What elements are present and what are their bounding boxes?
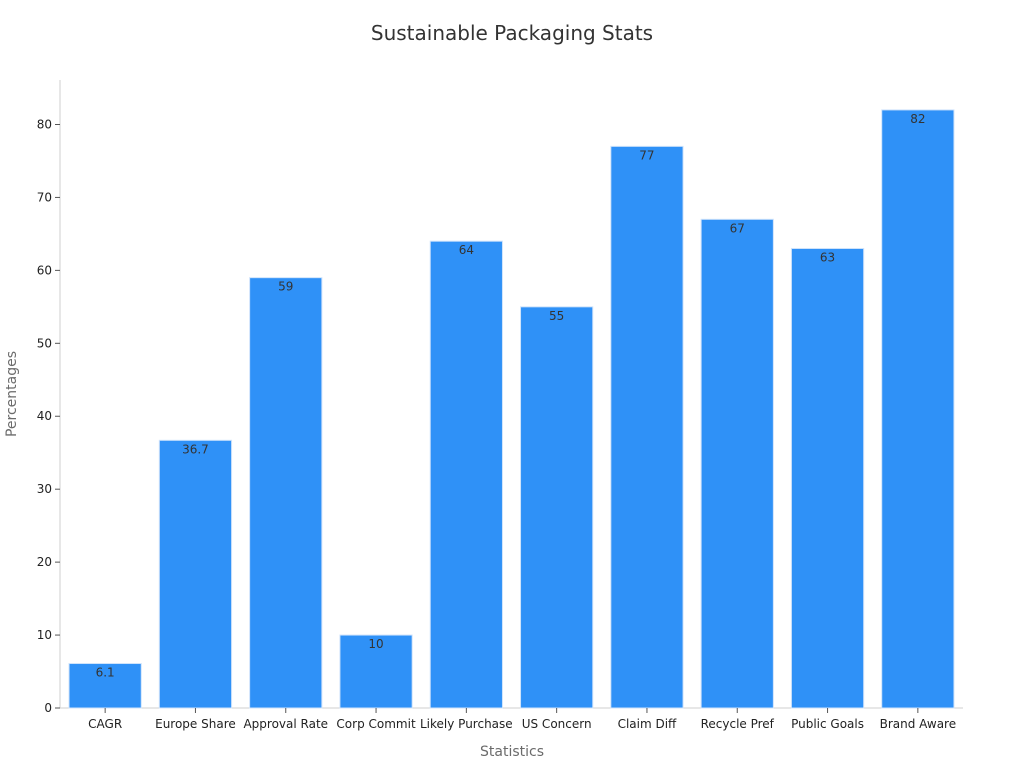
x-tick-label: CAGR	[88, 717, 122, 731]
x-tick-label: Europe Share	[155, 717, 236, 731]
bar-data-label: 59	[278, 280, 293, 294]
x-tick-label: Likely Purchase	[420, 717, 513, 731]
x-tick-label: Approval Rate	[243, 717, 328, 731]
y-tick-label: 70	[37, 190, 52, 204]
x-tick-label: Brand Aware	[880, 717, 957, 731]
y-tick-label: 20	[37, 555, 52, 569]
bar-data-label: 36.7	[182, 442, 209, 456]
y-tick-label: 0	[44, 701, 52, 715]
bar	[700, 218, 774, 709]
bar-data-label: 77	[639, 148, 654, 162]
bar	[68, 663, 142, 709]
x-axis-label: Statistics	[480, 744, 544, 760]
x-tick-label: Public Goals	[791, 717, 864, 731]
bar-data-label: 6.1	[96, 666, 115, 680]
bar-data-label: 64	[459, 243, 474, 257]
bar	[339, 634, 413, 709]
bar-data-label: 82	[910, 112, 925, 126]
bar-data-label: 55	[549, 309, 564, 323]
x-tick-label: Recycle Pref	[701, 717, 775, 731]
bar	[249, 277, 323, 709]
x-tick-label: US Concern	[522, 717, 592, 731]
y-tick-label: 30	[37, 482, 52, 496]
y-tick-label: 40	[37, 409, 52, 423]
chart-title: Sustainable Packaging Stats	[371, 21, 653, 45]
bar-data-labels: 6.1 36.7 59 10 64 55 77 67 63 82	[96, 112, 926, 680]
y-tick-label: 60	[37, 263, 52, 277]
bar	[881, 109, 955, 709]
y-axis-label: Percentages	[4, 351, 20, 437]
bar-data-label: 63	[820, 250, 835, 264]
y-tick-label: 50	[37, 336, 52, 350]
x-tick-label: Corp Commit	[336, 717, 416, 731]
bar	[520, 306, 594, 709]
x-axis-ticks: CAGR Europe Share Approval Rate Corp Commit…	[88, 708, 956, 731]
x-tick-label: Claim Diff	[618, 717, 677, 731]
bar-data-label: 67	[730, 221, 745, 235]
bar	[158, 439, 233, 709]
y-tick-label: 80	[37, 117, 52, 131]
y-tick-label: 10	[37, 628, 52, 642]
bar-series	[68, 109, 955, 709]
bar	[429, 240, 503, 709]
bar	[610, 145, 684, 709]
bar-data-label: 10	[368, 637, 383, 651]
y-axis-ticks: 0 10 20 30 40 50 60 70 80	[37, 117, 60, 715]
bar	[790, 247, 865, 709]
